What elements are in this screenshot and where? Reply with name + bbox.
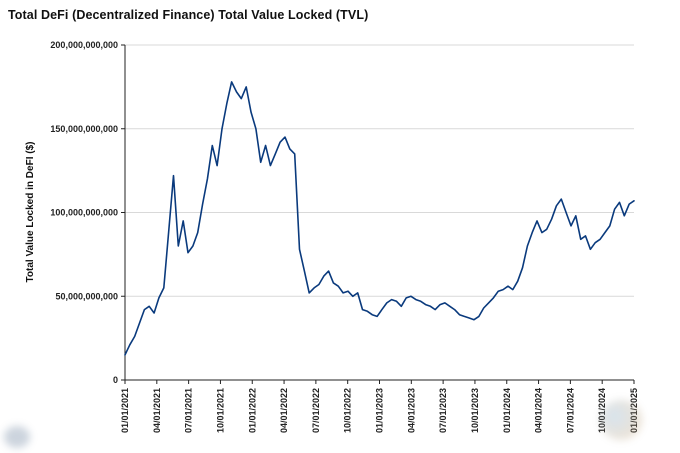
- x-tick-label: 04/01/2024: [534, 388, 544, 433]
- x-tick-label: 10/01/2022: [343, 388, 353, 433]
- x-tick-label: 01/01/2021: [120, 388, 130, 433]
- y-tick-label: 100,000,000,000: [50, 208, 118, 218]
- y-tick-label: 200,000,000,000: [50, 40, 118, 50]
- x-tick-label: 04/01/2022: [279, 388, 289, 433]
- x-tick-label: 04/01/2023: [406, 388, 416, 433]
- x-tick-label: 01/01/2025: [629, 388, 639, 433]
- y-tick-label: 50,000,000,000: [55, 291, 118, 301]
- x-tick-label: 07/01/2021: [184, 388, 194, 433]
- x-tick-label: 01/01/2022: [247, 388, 257, 433]
- chart-title: Total DeFi (Decentralized Finance) Total…: [8, 8, 369, 22]
- x-tick-label: 07/01/2022: [311, 388, 321, 433]
- x-tick-label: 01/01/2023: [375, 388, 385, 433]
- x-tick-label: 10/01/2024: [597, 388, 607, 433]
- x-tick-label: 10/01/2021: [215, 388, 225, 433]
- y-tick-label: 150,000,000,000: [50, 124, 118, 134]
- x-tick-label: 10/01/2023: [470, 388, 480, 433]
- x-tick-label: 04/01/2021: [152, 388, 162, 433]
- tvl-series-line: [124, 81, 635, 356]
- x-tick-label: 07/01/2023: [438, 388, 448, 433]
- y-tick-label: 0: [113, 375, 118, 385]
- x-tick-label: 07/01/2024: [565, 388, 575, 433]
- x-tick-label: 01/01/2024: [502, 388, 512, 433]
